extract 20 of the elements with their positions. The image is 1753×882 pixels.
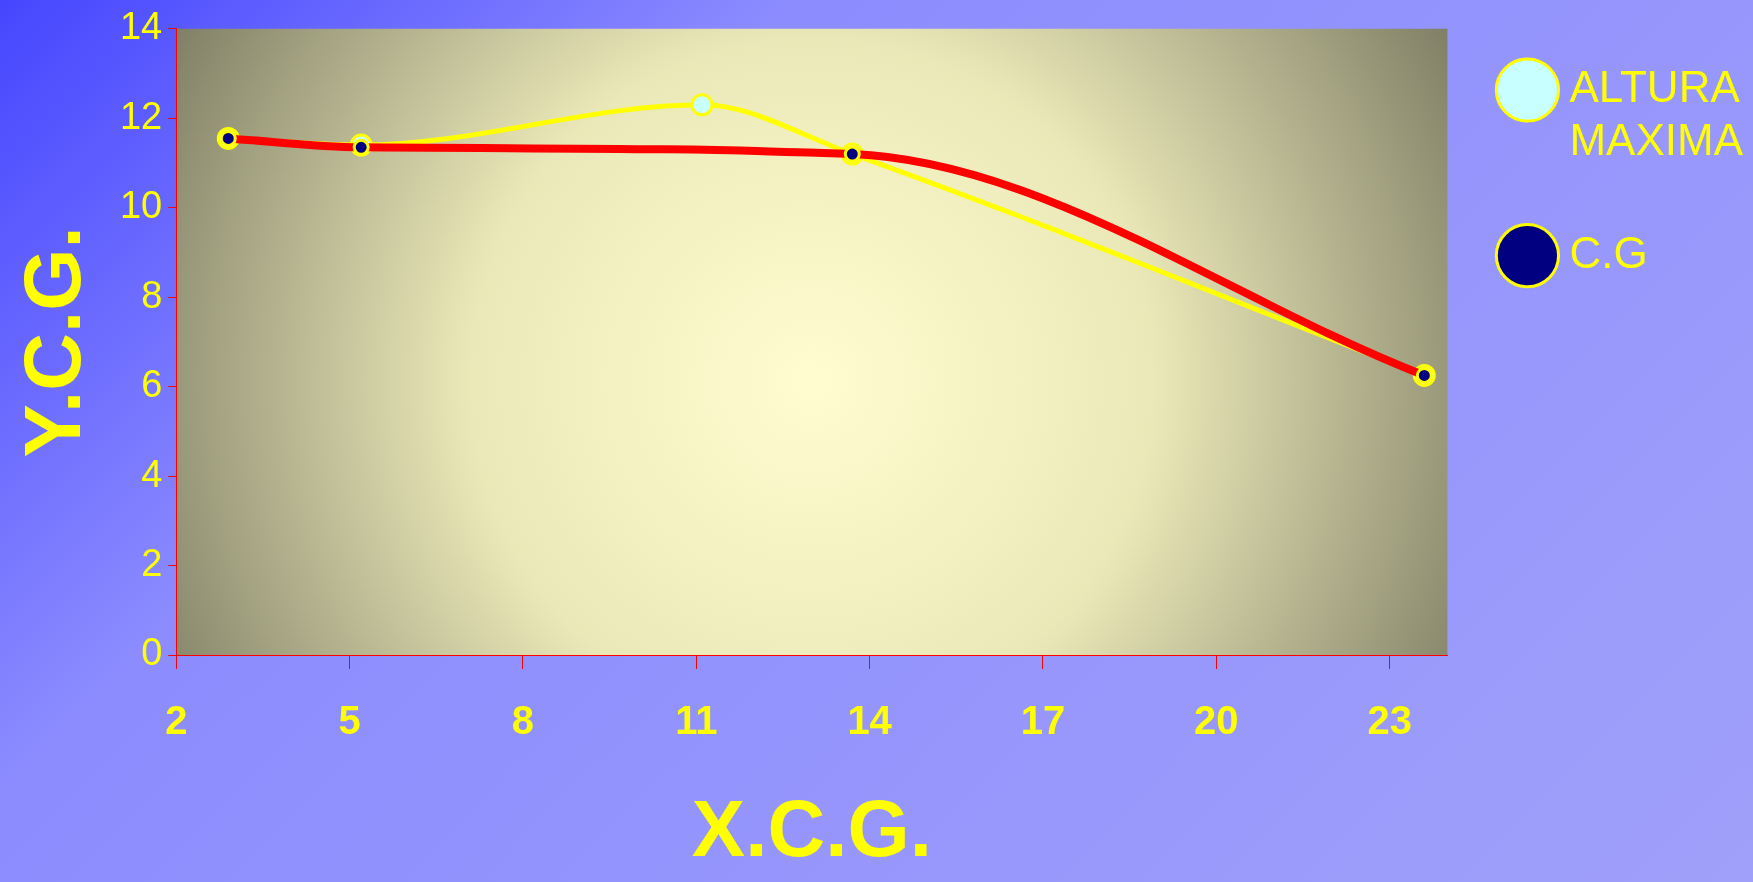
y-tick-label: 2 — [141, 542, 163, 585]
y-axis-title: Y.C.G. — [8, 226, 98, 458]
legend-label: C.G — [1569, 227, 1648, 277]
y-tick-label: 8 — [141, 273, 163, 316]
x-tick-label: 17 — [1020, 698, 1066, 743]
legend-label: ALTURA MAXIMA — [1569, 62, 1744, 164]
x-tick-label: 23 — [1367, 698, 1412, 743]
y-tick-label: 10 — [119, 184, 163, 227]
x-axis-title: X.C.G. — [691, 784, 932, 874]
y-tick-label: 4 — [141, 452, 163, 495]
x-tick-label: 14 — [847, 698, 893, 743]
y-tick-label: 6 — [141, 363, 163, 406]
x-tick-label: 5 — [338, 698, 361, 743]
y-tick-label: 12 — [119, 94, 163, 137]
x-tick-label: 11 — [675, 698, 718, 743]
y-tick-label: 14 — [119, 5, 163, 48]
point — [690, 93, 714, 117]
x-tick-label: 8 — [511, 698, 535, 743]
y-tick-label: 0 — [141, 631, 163, 674]
x-tick-label: 20 — [1194, 698, 1239, 743]
